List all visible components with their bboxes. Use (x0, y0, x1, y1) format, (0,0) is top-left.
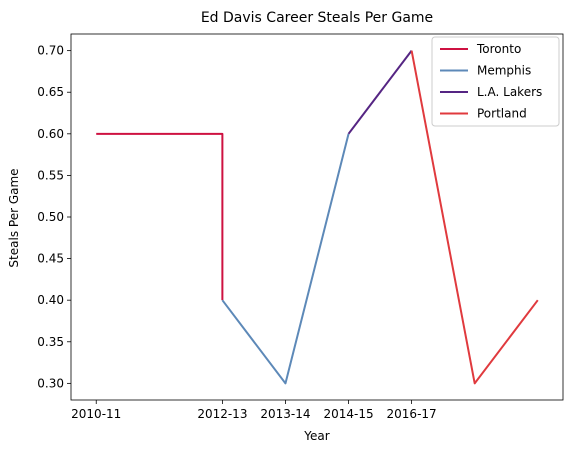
y-tick-label: 0.45 (37, 252, 64, 266)
series-line-memphis (221, 133, 350, 385)
y-axis-label: Steals Per Game (7, 168, 21, 267)
y-tick-label: 0.35 (37, 335, 64, 349)
legend-label: Memphis (477, 64, 531, 78)
legend-label: Portland (477, 107, 527, 121)
y-tick-label: 0.65 (37, 85, 64, 99)
y-tick-label: 0.40 (37, 293, 64, 307)
y-tick-label: 0.55 (37, 168, 64, 182)
x-tick-label: 2016-17 (387, 407, 437, 421)
plot-area (70, 33, 564, 401)
x-tick-label: 2010-11 (71, 407, 121, 421)
y-tick-label: 0.70 (37, 44, 64, 58)
legend: Toronto Memphis L.A. Lakers Portland (431, 36, 560, 127)
chart-title: Ed Davis Career Steals Per Game (201, 10, 433, 26)
y-tick-label: 0.60 (37, 127, 64, 141)
y-tick-label: 0.50 (37, 210, 64, 224)
x-tick-label: 2014-15 (323, 407, 373, 421)
series-line-portland (410, 50, 539, 385)
x-tick-label: 2012-13 (197, 407, 247, 421)
y-axis: 0.30 0.35 0.40 0.45 0.50 0.55 0.60 0.65 0.70 (37, 44, 71, 390)
y-tick-label: 0.30 (37, 376, 64, 390)
series-line-toronto (96, 132, 224, 301)
legend-box (431, 36, 560, 127)
legend-label: L.A. Lakers (477, 85, 542, 99)
series-line-l-a-lakers (347, 50, 413, 135)
x-tick-label: 2013-14 (260, 407, 310, 421)
legend-label: Toronto (476, 42, 521, 56)
x-axis: 2010-11 2012-13 2013-14 2014-15 2016-17 (71, 400, 437, 421)
x-axis-label: Year (303, 429, 329, 443)
